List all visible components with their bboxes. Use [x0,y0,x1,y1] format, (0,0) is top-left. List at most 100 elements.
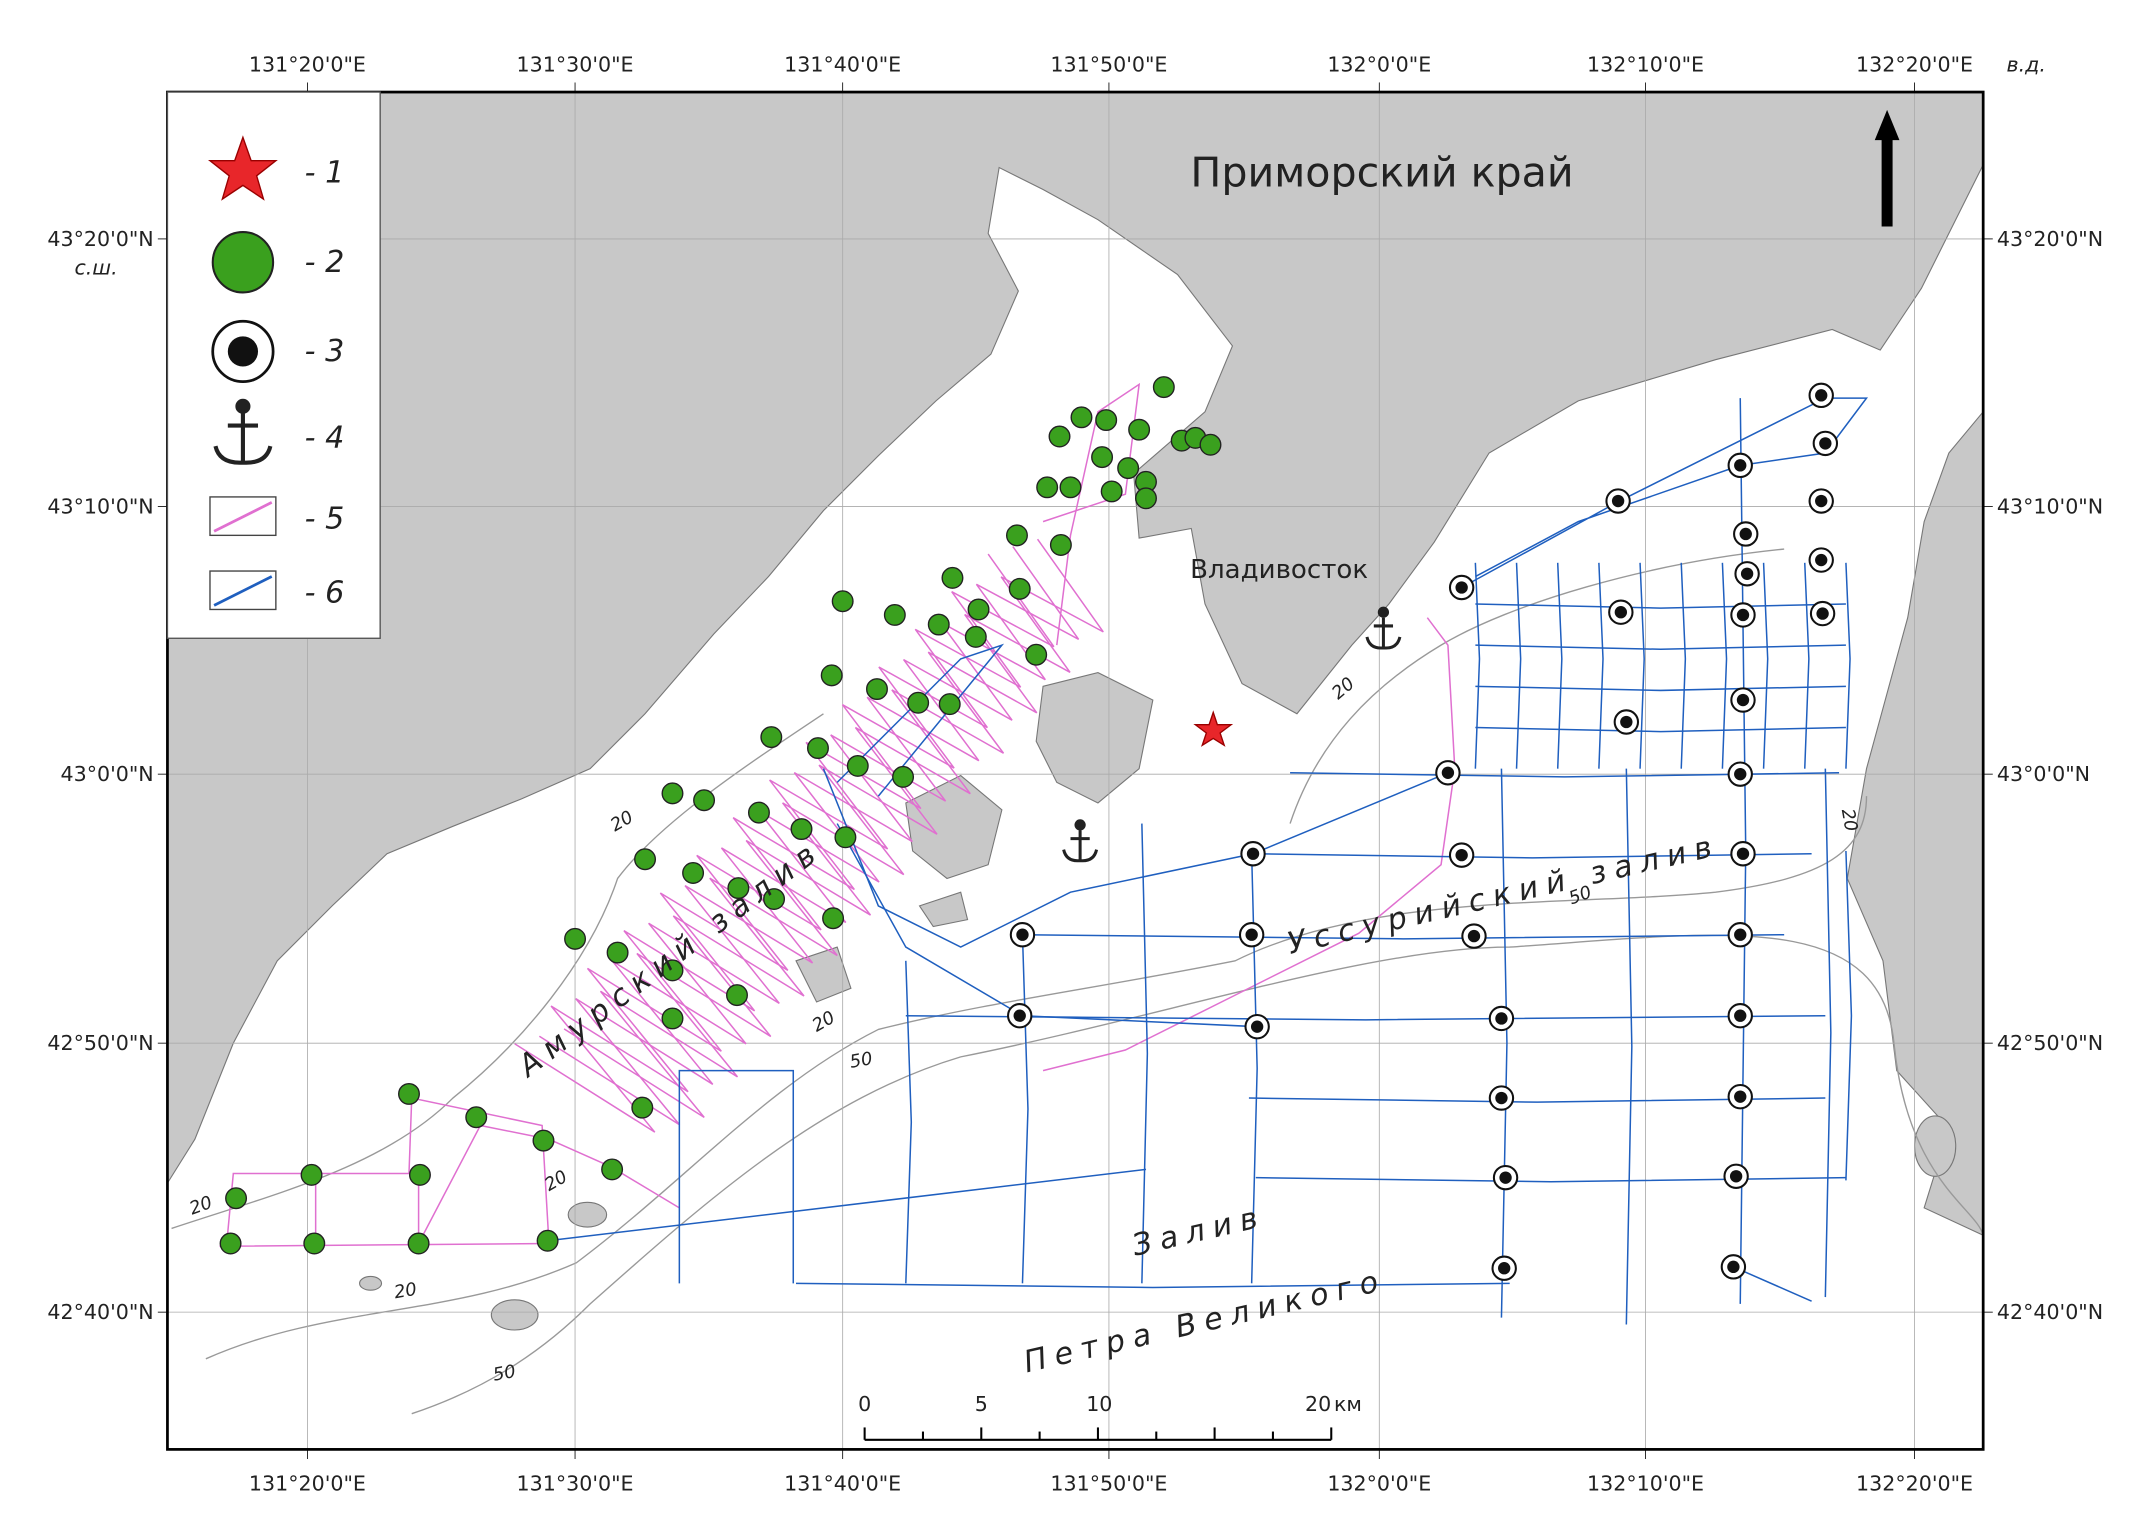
station-dot [1815,553,1828,567]
station-green [634,848,657,871]
scale-label: 0 [858,1392,871,1416]
station-green [846,754,869,777]
anchor [1062,819,1099,863]
station-green [927,613,950,636]
track-blue [1721,562,1728,769]
contour-label: 20 [392,1279,418,1304]
island [918,891,969,928]
scale-label: 5 [975,1392,988,1416]
lat-unit: с.ш. [74,256,117,280]
station-green [938,693,961,716]
station-dot [1614,606,1628,619]
station-green [727,877,750,900]
station-green [219,1232,242,1255]
lon-label-top: 132°0'0"E [1327,52,1431,76]
anchor-ring [1074,819,1086,831]
station-green [820,664,843,687]
legend-label: - 1 [305,156,345,191]
track-blue [1515,562,1522,769]
lon-label-top: 131°50'0"E [1050,52,1167,76]
station-green [760,726,783,749]
station-dot [1620,715,1633,729]
lat-label-right: 42°50'0"N [1997,1031,2103,1055]
legend-label: - 2 [305,245,345,280]
station-green [763,888,786,911]
station-green [661,1007,684,1030]
station-green [1091,446,1114,469]
legend-star [207,135,278,201]
contour-label: 50 [491,1361,517,1386]
station-dot [1819,437,1832,450]
station-green [1025,643,1048,666]
lon-label-bottom: 132°0'0"E [1327,1472,1431,1496]
station-green [1152,376,1175,399]
scale-label: 20 [1305,1392,1331,1416]
region-title: Приморский край [1190,149,1573,197]
contour-line [1289,548,1785,824]
lon-label-top: 131°30'0"E [517,52,634,76]
island [905,774,1003,880]
lat-label-left: 43°0'0"N [61,762,154,786]
map-frame [166,90,1985,1451]
station-green [532,1129,555,1152]
station-dot [1245,928,1258,941]
track-blue [1253,853,1812,859]
lon-label-bottom: 132°20'0"E [1856,1472,1973,1496]
legend-line-blue [213,575,273,607]
station-green [661,959,684,982]
legend-line-pink [213,501,273,533]
station-green [747,801,770,824]
contour-line [205,796,1868,1360]
station-dot [1250,1020,1264,1033]
track-blue [1556,562,1563,769]
track-blue [1824,768,1832,1298]
station-green [834,826,857,849]
station-dot [1441,766,1455,779]
east-coast [1846,410,1984,1237]
station-green [941,566,964,589]
station-green [682,861,705,884]
station-green [1070,406,1093,429]
station-green [726,984,748,1007]
scale-unit: км [1334,1392,1362,1416]
track-pink [538,546,1080,1126]
track-blue [1461,397,1869,589]
station-green [1095,409,1118,432]
mainland [166,91,1984,1186]
station-dot [1467,929,1481,943]
station-dot [1013,1009,1026,1022]
station-green [822,907,845,930]
station-dot [1734,1009,1747,1022]
lon-label-bottom: 131°50'0"E [1050,1472,1167,1496]
station-dot [1495,1012,1508,1025]
station-dot [1246,847,1260,860]
track-blue [822,768,1449,948]
station-green [303,1232,326,1255]
track-blue [796,1282,1510,1289]
island [1035,672,1154,804]
track-blue [1598,562,1604,769]
station-green [907,691,930,714]
station-dot [1734,928,1747,941]
track-blue [1845,850,1853,1181]
station-green [964,625,987,648]
north-arrow [1874,109,1900,227]
track-blue [836,643,1005,797]
lat-label-right: 43°10'0"N [1997,494,2103,518]
track-blue [1141,823,1149,1284]
lon-label-bottom: 131°20'0"E [249,1472,366,1496]
track-blue [1475,603,1846,609]
contour-label: 50 [848,1048,874,1073]
island [359,1275,383,1291]
station-dot [1736,608,1750,622]
station-green [225,1187,248,1210]
station-dot [1455,581,1468,594]
station-green [408,1163,431,1186]
track-blue [1625,768,1633,1325]
track-blue [905,960,913,1284]
track-blue [1639,562,1645,769]
track-blue [1021,934,1029,1284]
station-green [1048,425,1071,448]
scale-label: 10 [1086,1392,1112,1416]
